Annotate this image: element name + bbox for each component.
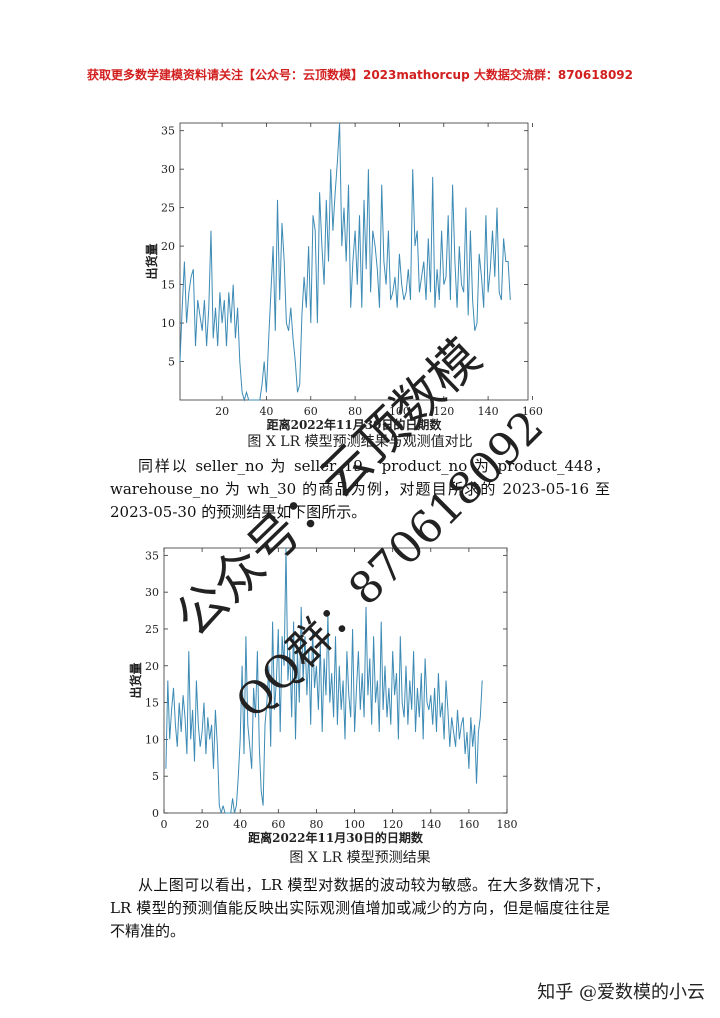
x-tick-label: 100	[389, 405, 410, 418]
data-line	[179, 122, 511, 402]
x-tick-label: 160	[522, 405, 543, 418]
y-tick-label: 15	[145, 697, 159, 710]
x-tick-label: 20	[195, 818, 209, 831]
y-tick-label: 10	[161, 317, 175, 330]
y-axis-label: 出货量	[144, 243, 159, 279]
x-tick-label: 120	[433, 405, 454, 418]
x-tick-label: 120	[382, 818, 403, 831]
axes-box	[163, 547, 508, 814]
y-tick-label: 20	[161, 240, 175, 253]
footer: 知乎 @爱数模的小云	[537, 982, 705, 1003]
data-line	[165, 547, 483, 814]
x-tick-label: 140	[420, 818, 441, 831]
figure-caption: 图 X LR 模型预测结果与观测值对比	[247, 434, 472, 450]
x-tick-label: 100	[344, 818, 365, 831]
y-tick-label: 5	[152, 770, 159, 783]
header: 获取更多数学建模资料请关注【公众号：云顶数模】2023mathorcup 大数据…	[86, 68, 633, 82]
x-tick-label: 60	[304, 405, 318, 418]
x-tick-label: 80	[348, 405, 362, 418]
y-tick-label: 30	[145, 586, 159, 599]
paragraph: 从上图可以看出，LR 模型对数据的波动较为敏感。在大多数情况下，LR 模型的预测…	[110, 876, 610, 940]
x-tick-label: 160	[458, 818, 479, 831]
x-axis-label: 距离2022年11月30日的日期数	[248, 830, 424, 845]
y-tick-label: 35	[161, 125, 175, 138]
x-tick-label: 40	[233, 818, 247, 831]
y-tick-label: 0	[152, 807, 159, 820]
x-tick-label: 80	[309, 818, 323, 831]
x-tick-label: 40	[259, 405, 273, 418]
figure-caption: 图 X LR 模型预测结果	[289, 850, 430, 866]
y-tick-label: 25	[145, 623, 159, 636]
paragraph: 同样以 seller_no 为 seller_19，product_no 为 p…	[110, 457, 610, 521]
x-tick-label: 140	[478, 405, 499, 418]
y-tick-label: 20	[145, 660, 159, 673]
y-tick-label: 25	[161, 202, 175, 215]
y-tick-label: 30	[161, 163, 175, 176]
y-tick-label: 35	[145, 549, 159, 562]
y-tick-label: 10	[145, 733, 159, 746]
y-tick-label: 15	[161, 279, 175, 292]
x-tick-label: 60	[271, 818, 285, 831]
x-tick-label: 20	[215, 405, 229, 418]
x-tick-label: 180	[497, 818, 518, 831]
x-tick-label: 0	[161, 818, 168, 831]
x-axis-label: 距离2022年11月30日的日期数	[267, 417, 443, 432]
y-axis-label: 出货量	[128, 662, 143, 698]
y-tick-label: 5	[168, 356, 175, 369]
